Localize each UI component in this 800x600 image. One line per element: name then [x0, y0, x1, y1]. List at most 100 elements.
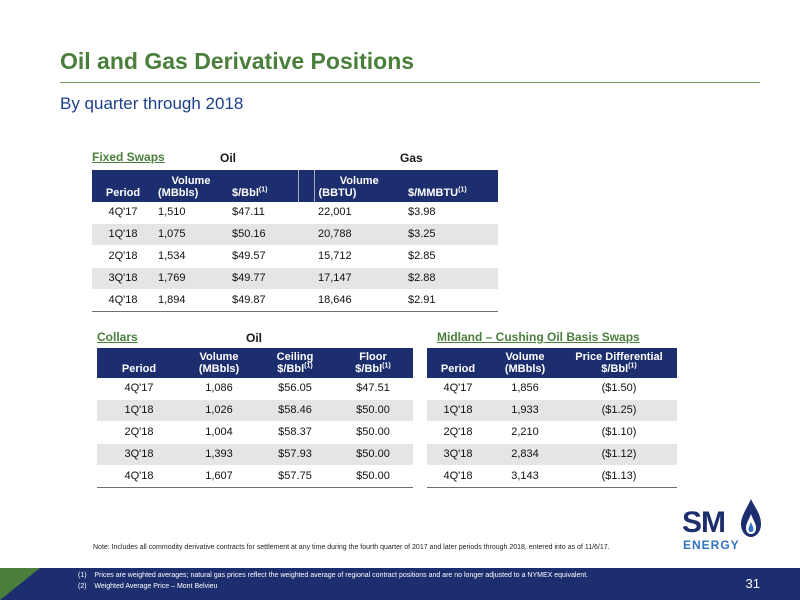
cell-oil-price: $47.11 [228, 202, 298, 224]
header-gas-price: $/MMBTU(1) [404, 170, 498, 202]
table-row: 4Q'17 1,856 ($1.50) [427, 378, 677, 400]
cell-volume: 3,143 [489, 465, 561, 488]
cell-ceiling: $57.75 [257, 465, 333, 488]
cell-price-differential: ($1.10) [561, 421, 677, 444]
sm-energy-logo: SM ENERGY [682, 498, 762, 556]
table-note: Note: Includes all commodity derivative … [93, 544, 610, 551]
table-row: 4Q'18 1,607 $57.75 $50.00 [97, 465, 413, 488]
cell-ceiling: $57.93 [257, 443, 333, 466]
cell-gap [298, 267, 314, 290]
cell-gas-price: $2.91 [404, 289, 498, 312]
cell-period: 1Q'18 [92, 223, 154, 246]
header-period: Period [92, 170, 154, 202]
cell-floor: $50.00 [333, 421, 413, 444]
header-price-differential: Price Differential $/Bbl(1) [561, 348, 677, 378]
logo-sm-text: SM [682, 506, 726, 539]
table-row: 4Q'18 1,894 $49.87 18,646 $2.91 [92, 289, 498, 312]
header-volume: Volume (MBbls) [489, 348, 561, 378]
cell-oil-volume: 1,075 [154, 223, 228, 246]
cell-gap [298, 202, 314, 224]
cell-period: 4Q'18 [92, 289, 154, 312]
footnote-2: (2) Weighted Average Price – Mont Belvie… [78, 583, 218, 590]
cell-period: 2Q'18 [97, 421, 181, 444]
cell-floor: $47.51 [333, 378, 413, 400]
table-row: 4Q'17 1,086 $56.05 $47.51 [97, 378, 413, 400]
cell-price-differential: ($1.50) [561, 378, 677, 400]
page-title: Oil and Gas Derivative Positions [60, 48, 415, 74]
cell-period: 4Q'17 [92, 202, 154, 224]
cell-volume: 1,933 [489, 399, 561, 422]
cell-ceiling: $58.37 [257, 421, 333, 444]
cell-period: 4Q'18 [427, 465, 489, 488]
cell-gas-price: $3.25 [404, 223, 498, 246]
cell-period: 1Q'18 [97, 399, 181, 422]
cell-volume: 1,393 [181, 443, 257, 466]
collars-table: Period Volume (MBbls) Ceiling $/Bbl(1) Flo… [97, 348, 413, 488]
cell-oil-volume: 1,894 [154, 289, 228, 312]
cell-oil-volume: 1,769 [154, 267, 228, 290]
header-ceiling: Ceiling $/Bbl(1) [257, 348, 333, 378]
cell-gap [298, 223, 314, 246]
collars-label: Collars [97, 330, 138, 344]
cell-period: 2Q'18 [92, 245, 154, 268]
table-row: 4Q'18 3,143 ($1.13) [427, 465, 677, 488]
header-oil-volume: Volume (MBbls) [154, 170, 228, 202]
table-row: 3Q'18 2,834 ($1.12) [427, 443, 677, 466]
cell-ceiling: $58.46 [257, 399, 333, 422]
cell-volume: 1,026 [181, 399, 257, 422]
basis-swaps-table: Period Volume (MBbls) Price Differential $… [427, 348, 677, 488]
logo-energy-text: ENERGY [683, 538, 740, 552]
cell-ceiling: $56.05 [257, 378, 333, 400]
flame-icon [741, 499, 761, 537]
collars-oil-label: Oil [246, 331, 263, 345]
table-row: 4Q'17 1,510 $47.11 22,001 $3.98 [92, 202, 498, 224]
table-row: 1Q'18 1,075 $50.16 20,788 $3.25 [92, 223, 498, 246]
table-row: 3Q'18 1,393 $57.93 $50.00 [97, 443, 413, 466]
cell-volume: 2,834 [489, 443, 561, 466]
table-row: 1Q'18 1,026 $58.46 $50.00 [97, 399, 413, 422]
cell-price-differential: ($1.13) [561, 465, 677, 488]
cell-gas-volume: 22,001 [314, 202, 404, 224]
cell-gas-volume: 15,712 [314, 245, 404, 268]
cell-volume: 1,856 [489, 378, 561, 400]
header-oil-price: $/Bbl(1) [228, 170, 298, 202]
cell-volume: 2,210 [489, 421, 561, 444]
cell-period: 4Q'18 [97, 465, 181, 488]
cell-price-differential: ($1.25) [561, 399, 677, 422]
table-row: 1Q'18 1,933 ($1.25) [427, 399, 677, 422]
cell-floor: $50.00 [333, 443, 413, 466]
cell-oil-price: $49.77 [228, 267, 298, 290]
cell-floor: $50.00 [333, 465, 413, 488]
footer-bar [0, 568, 800, 600]
cell-gas-volume: 18,646 [314, 289, 404, 312]
cell-oil-volume: 1,534 [154, 245, 228, 268]
cell-floor: $50.00 [333, 399, 413, 422]
fixed-swaps-table: Period Volume (MBbls) $/Bbl(1) Volume (BBT… [92, 170, 498, 312]
cell-gas-price: $2.85 [404, 245, 498, 268]
cell-volume: 1,086 [181, 378, 257, 400]
fixed-swaps-oil-label: Oil [220, 151, 237, 165]
cell-period: 1Q'18 [427, 399, 489, 422]
header-period: Period [97, 348, 181, 378]
header-period: Period [427, 348, 489, 378]
header-floor: Floor $/Bbl(1) [333, 348, 413, 378]
page-number: 31 [745, 576, 760, 591]
cell-oil-price: $49.57 [228, 245, 298, 268]
cell-period: 3Q'18 [97, 443, 181, 466]
fixed-swaps-label: Fixed Swaps [92, 150, 165, 164]
basis-swaps-label: Midland – Cushing Oil Basis Swaps [437, 330, 640, 344]
cell-gas-price: $2.88 [404, 267, 498, 290]
cell-gas-volume: 17,147 [314, 267, 404, 290]
cell-period: 4Q'17 [427, 378, 489, 400]
table-row: 2Q'18 2,210 ($1.10) [427, 421, 677, 444]
cell-volume: 1,607 [181, 465, 257, 488]
fixed-swaps-gas-label: Gas [400, 151, 423, 165]
page-subtitle: By quarter through 2018 [60, 94, 244, 113]
footnote-1: (1) Prices are weighted averages; natura… [78, 572, 589, 579]
table-row: 2Q'18 1,534 $49.57 15,712 $2.85 [92, 245, 498, 268]
header-gap [297, 170, 315, 202]
cell-period: 3Q'18 [92, 267, 154, 290]
cell-volume: 1,004 [181, 421, 257, 444]
cell-gas-volume: 20,788 [314, 223, 404, 246]
table-row: 2Q'18 1,004 $58.37 $50.00 [97, 421, 413, 444]
